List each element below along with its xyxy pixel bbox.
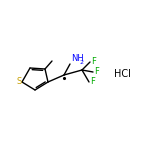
Text: F: F — [90, 78, 95, 86]
Text: 2: 2 — [80, 60, 84, 65]
Text: HCl: HCl — [114, 69, 130, 79]
Text: F: F — [94, 67, 99, 76]
Text: F: F — [91, 57, 96, 67]
Text: S: S — [16, 76, 22, 85]
Text: NH: NH — [71, 54, 84, 63]
